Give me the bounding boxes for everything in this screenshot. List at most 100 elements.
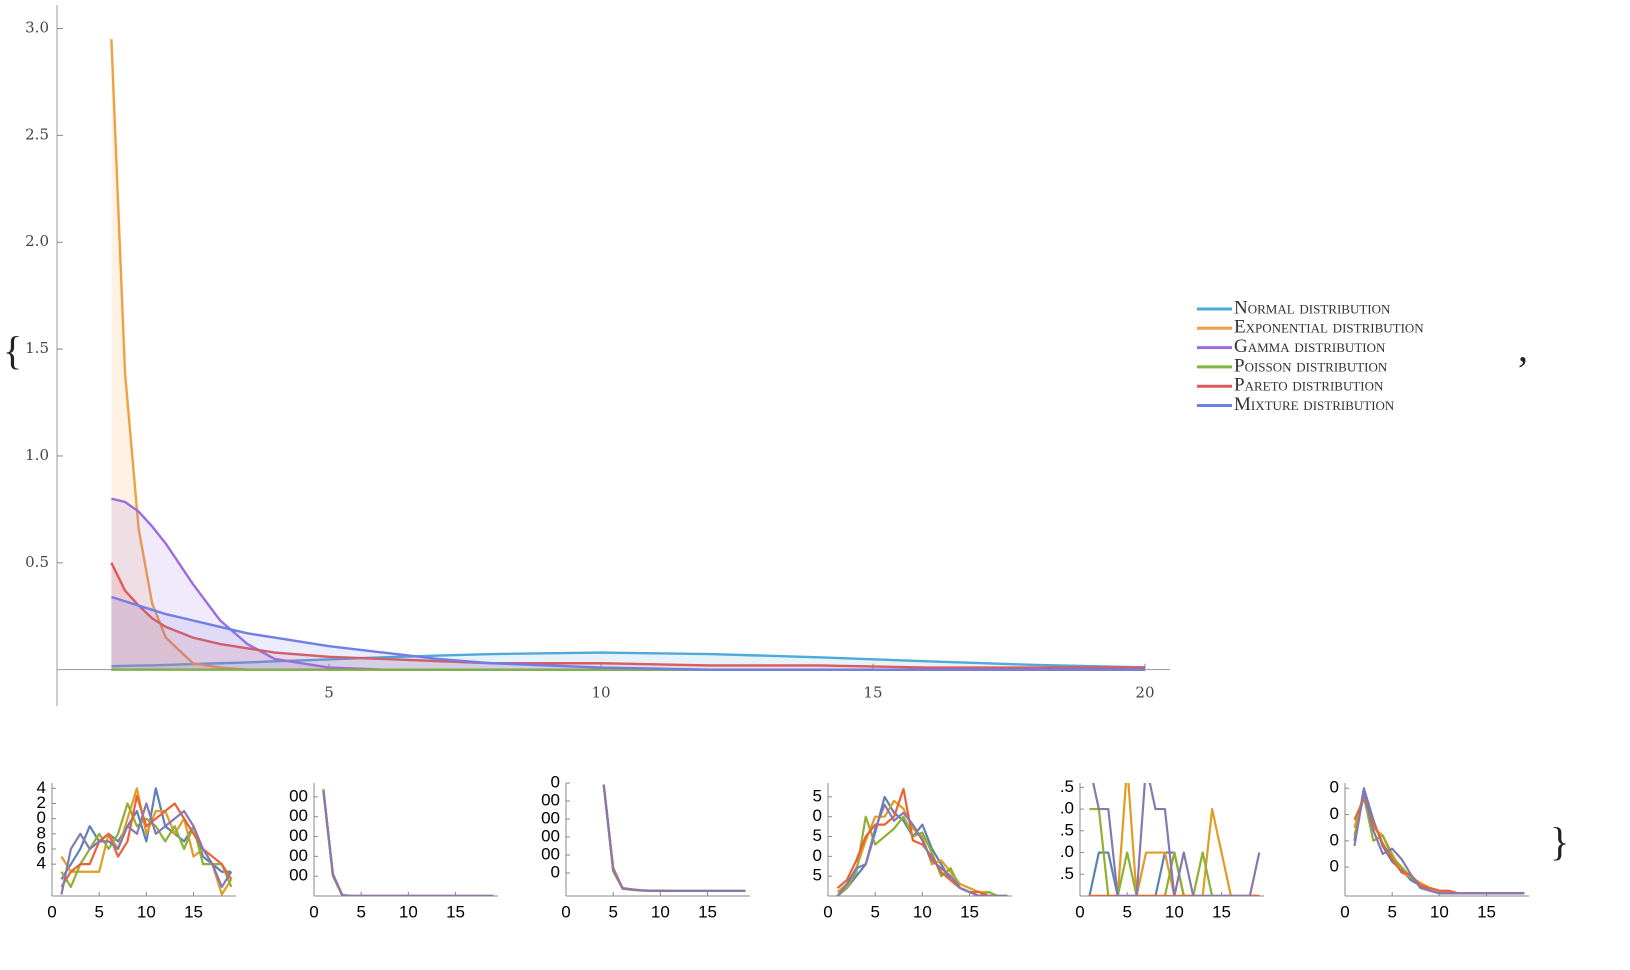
series-line	[602, 784, 746, 893]
x-tick-label: 10	[1165, 902, 1184, 921]
series-line	[1089, 807, 1260, 896]
x-tick-label: 10	[137, 902, 156, 921]
x-tick-label: 0	[309, 902, 318, 921]
y-tick-label: 0	[813, 806, 822, 825]
legend-label: Mixture distribution	[1234, 394, 1395, 415]
x-tick-label: 0	[1075, 902, 1084, 921]
series-line	[322, 790, 494, 896]
y-tick-label: 0	[551, 862, 560, 881]
y-tick-label: 1.0	[25, 446, 49, 464]
y-tick-label: 00	[289, 846, 308, 865]
x-tick-label: 5	[94, 902, 103, 921]
series-line	[602, 784, 746, 893]
series-line	[836, 799, 1008, 896]
x-tick-label: 15	[184, 902, 203, 921]
x-tick-label: 5	[1122, 902, 1131, 921]
x-tick-label: 10	[1430, 902, 1449, 921]
series-line	[836, 787, 1008, 896]
x-tick-label: 15	[446, 902, 465, 921]
y-tick-label: 00	[541, 844, 560, 863]
y-tick-label: 4	[37, 778, 46, 797]
x-tick-label: 15	[698, 902, 717, 921]
series-line	[1353, 792, 1525, 895]
y-tick-label: 4	[37, 854, 46, 873]
plot-area	[110, 39, 1146, 671]
plot-area	[1088, 783, 1261, 896]
x-tick-label: 15	[1477, 902, 1496, 921]
plot-area	[322, 788, 494, 896]
plot-area	[602, 784, 746, 893]
y-tick-label: 00	[289, 806, 308, 825]
x-tick-label: 0	[561, 902, 570, 921]
area-fill	[111, 652, 1145, 670]
y-tick-label: 0.5	[25, 553, 49, 571]
y-tick-label: 0	[1330, 778, 1339, 797]
series-line	[111, 651, 1146, 669]
chart: .5.0.5.0.50 5 10 15	[1060, 777, 1264, 921]
y-tick-label: 0	[1330, 804, 1339, 823]
y-tick-label: 5	[813, 826, 822, 845]
series-line	[111, 595, 1145, 671]
series-line	[322, 790, 494, 896]
x-tick-label: 0	[1340, 902, 1349, 921]
y-tick-label: 0	[551, 772, 560, 791]
series-line	[836, 803, 1008, 896]
chart: 0 0 0 0 0 5 10 15	[1330, 778, 1529, 921]
y-tick-label: 00	[289, 866, 308, 885]
x-tick-label: 0	[823, 902, 832, 921]
list-open: {	[3, 328, 22, 373]
x-tick-label: 10	[591, 684, 610, 702]
y-tick-label: 00	[289, 826, 308, 845]
y-tick-label: 2	[37, 793, 46, 812]
y-tick-label: 5	[813, 786, 822, 805]
area-fill	[111, 39, 1145, 670]
y-tick-label: 0	[1330, 830, 1339, 849]
y-tick-label: 6	[37, 838, 46, 857]
area-fill	[111, 498, 1145, 670]
list-separator: ,	[1518, 325, 1528, 370]
list-close: }	[1550, 819, 1569, 864]
series-line	[322, 791, 494, 896]
x-tick-label: 5	[324, 684, 334, 702]
series-line	[1092, 783, 1261, 896]
series-line	[602, 784, 746, 893]
y-tick-label: 1.5	[25, 339, 49, 357]
y-tick-label: 5	[813, 866, 822, 885]
series-line	[602, 784, 746, 893]
series-line	[322, 788, 494, 896]
series-line	[110, 39, 1145, 671]
y-tick-label: 0	[813, 846, 822, 865]
y-tick-label: 00	[541, 826, 560, 845]
y-tick-label: 00	[289, 786, 308, 805]
legend-label: Gamma distribution	[1234, 336, 1386, 357]
x-tick-label: 10	[399, 902, 418, 921]
y-tick-label: 0	[37, 808, 46, 827]
legend-label: Exponential distribution	[1234, 317, 1424, 338]
x-tick-label: 20	[1135, 684, 1154, 702]
area-fill	[111, 562, 1145, 670]
legend-label: Poisson distribution	[1234, 355, 1388, 376]
chart: 0.5 1.0 1.5 2.0 2.5 3.0 5 10 15 20 Normal distribu…	[25, 5, 1424, 706]
series-line	[1353, 789, 1525, 895]
series-line	[602, 784, 746, 893]
y-tick-label: .5	[1060, 777, 1074, 796]
series-line	[60, 802, 233, 895]
y-tick-label: .0	[1060, 842, 1074, 861]
x-tick-label: 5	[1387, 902, 1396, 921]
x-tick-label: 15	[1212, 902, 1231, 921]
x-tick-label: 5	[870, 902, 879, 921]
series-line	[322, 791, 494, 896]
x-tick-label: 15	[863, 684, 882, 702]
y-tick-label: 00	[541, 808, 560, 827]
x-tick-label: 0	[47, 902, 56, 921]
plot-area	[1353, 787, 1525, 895]
legend-label: Pareto distribution	[1234, 375, 1384, 396]
x-tick-label: 5	[356, 902, 365, 921]
plot-area	[60, 787, 233, 896]
